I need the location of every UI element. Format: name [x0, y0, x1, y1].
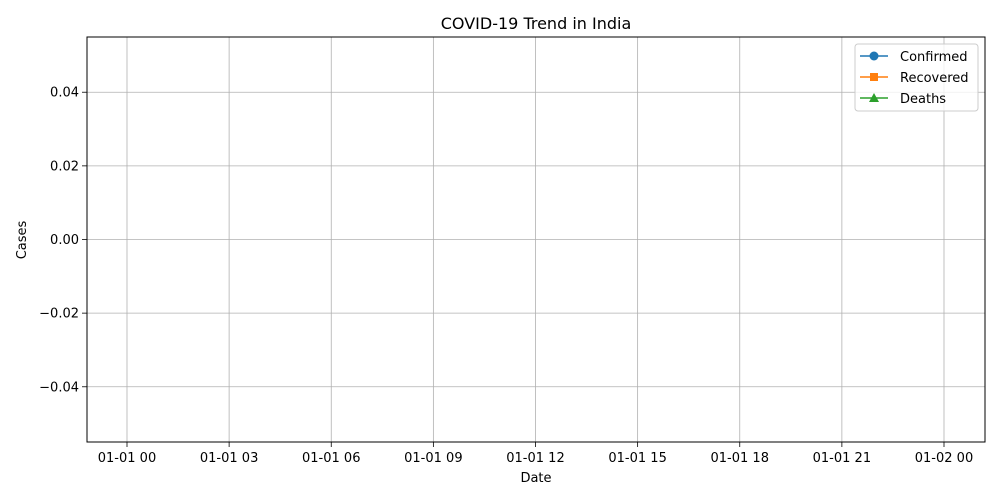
triangle-marker-icon: [869, 93, 879, 102]
legend-label: Deaths: [900, 92, 946, 107]
y-tick-label: 0.04: [50, 86, 79, 101]
y-tick-label: −0.02: [39, 307, 79, 322]
x-tick-label: 01-01 18: [711, 451, 769, 466]
x-axis: 01-01 00 01-01 03 01-01 06 01-01 09 01-01 12…: [98, 442, 973, 466]
y-axis: 0.04 0.02 0.00 −0.02 −0.04: [39, 86, 87, 395]
circle-marker-icon: [869, 51, 879, 61]
legend-item-recovered: Recovered: [860, 71, 969, 86]
x-tick-label: 01-01 09: [404, 451, 462, 466]
legend-label: Recovered: [900, 71, 969, 86]
legend: Confirmed Recovered Deaths: [854, 43, 979, 112]
x-tick-label: 01-01 12: [506, 451, 564, 466]
y-tick-label: 0.02: [50, 159, 79, 174]
legend-label: Confirmed: [900, 50, 968, 65]
legend-item-confirmed: Confirmed: [860, 50, 968, 65]
chart-title: COVID-19 Trend in India: [441, 14, 632, 33]
legend-item-deaths: Deaths: [860, 92, 946, 107]
x-tick-label: 01-01 21: [813, 451, 871, 466]
x-tick-label: 01-01 03: [200, 451, 258, 466]
legend-box: [854, 43, 979, 112]
x-tick-label: 01-01 06: [302, 451, 360, 466]
grid: [87, 37, 985, 442]
y-tick-label: 0.00: [50, 233, 79, 248]
x-tick-label: 01-01 15: [608, 451, 666, 466]
x-axis-label: Date: [520, 471, 551, 486]
square-marker-icon: [870, 73, 878, 81]
x-tick-label: 01-01 00: [98, 451, 156, 466]
y-axis-label: Cases: [15, 220, 30, 259]
x-tick-label: 01-02 00: [915, 451, 973, 466]
y-tick-label: −0.04: [39, 380, 79, 395]
